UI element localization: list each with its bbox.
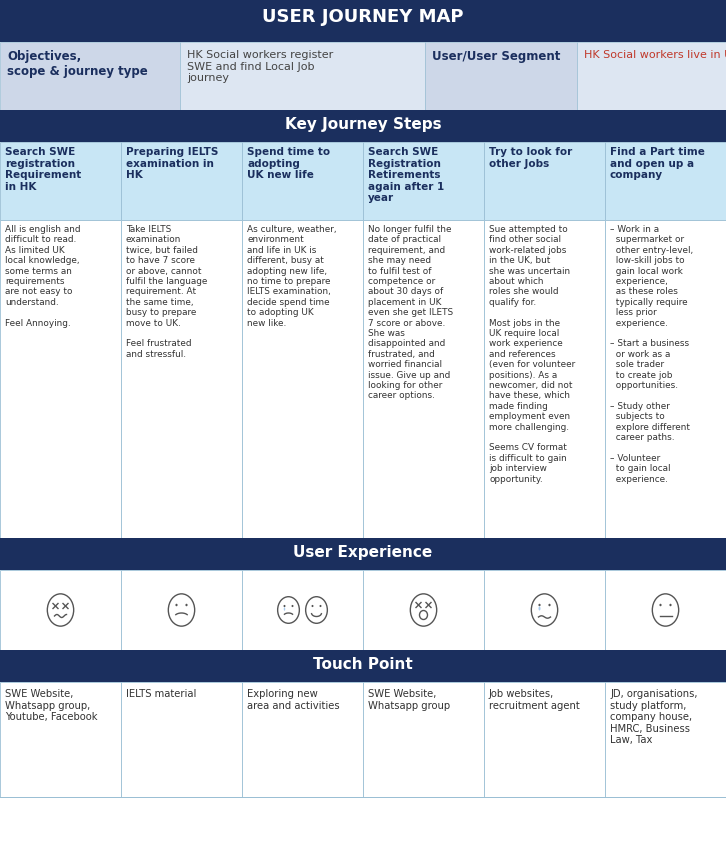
Text: – Work in a
  supermarket or
  other entry-level,
  low-skill jobs to
  gain loc: – Work in a supermarket or other entry-l…: [610, 225, 693, 484]
Ellipse shape: [311, 605, 314, 607]
Ellipse shape: [306, 597, 327, 623]
Ellipse shape: [176, 604, 178, 606]
Bar: [484, 570, 605, 650]
Bar: [242, 682, 363, 797]
Bar: [605, 220, 726, 538]
Text: User/User Segment: User/User Segment: [432, 50, 560, 63]
Text: Preparing IELTS
examination in
HK: Preparing IELTS examination in HK: [126, 147, 219, 180]
Bar: [0, 220, 121, 538]
Bar: [242, 142, 363, 220]
Bar: [605, 570, 726, 650]
Bar: [0, 570, 121, 650]
Ellipse shape: [277, 597, 299, 623]
Bar: [0, 142, 121, 220]
Text: Objectives,
scope & journey type: Objectives, scope & journey type: [7, 50, 148, 78]
Text: HK Social workers register
SWE and find Local Job
journey: HK Social workers register SWE and find …: [187, 50, 333, 83]
Text: No longer fulfil the
date of practical
requirement, and
she may need
to fulfil t: No longer fulfil the date of practical r…: [368, 225, 453, 400]
Text: Find a Part time
and open up a
company: Find a Part time and open up a company: [610, 147, 705, 180]
Bar: [0, 797, 726, 798]
Ellipse shape: [410, 594, 436, 627]
Text: SWE Website,
Whatsapp group,
Youtube, Facebook: SWE Website, Whatsapp group, Youtube, Fa…: [5, 689, 97, 722]
Bar: [0, 538, 726, 570]
Text: Try to look for
other Jobs: Try to look for other Jobs: [489, 147, 572, 168]
Bar: [121, 570, 242, 650]
Ellipse shape: [47, 594, 73, 627]
Bar: [121, 142, 242, 220]
Ellipse shape: [292, 605, 293, 607]
Text: SWE Website,
Whatsapp group: SWE Website, Whatsapp group: [368, 689, 450, 711]
Bar: [180, 42, 425, 110]
Text: Sue attempted to
find other social
work-related jobs
in the UK, but
she was unce: Sue attempted to find other social work-…: [489, 225, 575, 484]
Text: IELTS material: IELTS material: [126, 689, 196, 699]
Bar: [121, 220, 242, 538]
Text: HK Social workers live in UK: HK Social workers live in UK: [584, 50, 726, 60]
Ellipse shape: [283, 605, 285, 607]
Bar: [0, 0, 726, 42]
Text: JD, organisations,
study platform,
company house,
HMRC, Business
Law, Tax: JD, organisations, study platform, compa…: [610, 689, 698, 745]
Text: User Experience: User Experience: [293, 545, 433, 560]
Text: USER JOURNEY MAP: USER JOURNEY MAP: [262, 8, 464, 26]
Ellipse shape: [319, 605, 322, 607]
Bar: [605, 682, 726, 797]
Text: All is english and
difficult to read.
As limited UK
local knowledge,
some terms : All is english and difficult to read. As…: [5, 225, 81, 328]
Text: Job websites,
recruitment agent: Job websites, recruitment agent: [489, 689, 580, 711]
Bar: [242, 570, 363, 650]
Bar: [242, 220, 363, 538]
Ellipse shape: [539, 604, 541, 606]
Text: Exploring new
area and activities: Exploring new area and activities: [247, 689, 340, 711]
Ellipse shape: [548, 604, 550, 606]
Bar: [363, 220, 484, 538]
Bar: [605, 142, 726, 220]
Ellipse shape: [669, 604, 672, 606]
Bar: [0, 42, 180, 110]
Bar: [484, 220, 605, 538]
Text: Touch Point: Touch Point: [313, 657, 413, 672]
Text: Search SWE
Registration
Retirements
again after 1
year: Search SWE Registration Retirements agai…: [368, 147, 444, 204]
Ellipse shape: [168, 594, 195, 627]
Bar: [363, 142, 484, 220]
Bar: [121, 682, 242, 797]
Bar: [577, 42, 726, 110]
Ellipse shape: [185, 604, 187, 606]
Bar: [0, 650, 726, 682]
Ellipse shape: [420, 611, 428, 620]
Text: Key Journey Steps: Key Journey Steps: [285, 117, 441, 132]
Text: Search SWE
registration
Requirement
in HK: Search SWE registration Requirement in H…: [5, 147, 81, 192]
Bar: [425, 42, 577, 110]
Bar: [363, 570, 484, 650]
Text: As culture, weather,
environment
and life in UK is
different, busy at
adopting n: As culture, weather, environment and lif…: [247, 225, 337, 328]
Bar: [484, 682, 605, 797]
Bar: [0, 110, 726, 142]
Ellipse shape: [284, 607, 285, 611]
Text: Take IELTS
examination
twice, but failed
to have 7 score
or above, cannot
fulfil: Take IELTS examination twice, but failed…: [126, 225, 208, 359]
Ellipse shape: [653, 594, 679, 627]
Bar: [0, 682, 121, 797]
Text: Spend time to
adopting
UK new life: Spend time to adopting UK new life: [247, 147, 330, 180]
Bar: [363, 682, 484, 797]
Bar: [484, 142, 605, 220]
Ellipse shape: [531, 594, 558, 627]
Ellipse shape: [659, 604, 661, 606]
Ellipse shape: [539, 606, 540, 611]
